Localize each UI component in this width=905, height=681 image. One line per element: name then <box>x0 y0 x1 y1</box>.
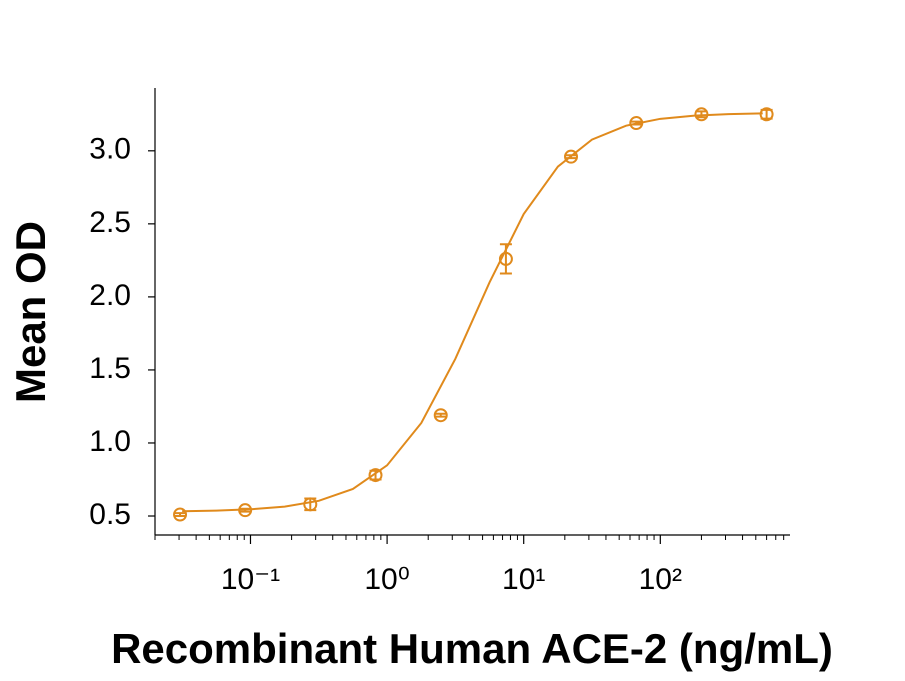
y-axis-title: Mean OD <box>7 221 54 403</box>
y-tick-label: 1.5 <box>89 352 131 385</box>
x-tick-label: 10⁻¹ <box>221 563 280 596</box>
fit-curve <box>182 112 763 513</box>
data-point <box>433 408 448 423</box>
data-point <box>498 251 513 266</box>
error-bar <box>630 120 643 126</box>
data-point <box>564 149 579 164</box>
data-point <box>173 507 188 522</box>
data-point <box>694 107 709 122</box>
error-bar <box>499 243 512 275</box>
x-tick-label: 10¹ <box>502 563 545 596</box>
error-bar <box>434 412 447 418</box>
error-bar <box>239 507 252 513</box>
data-point <box>759 107 774 122</box>
error-bar <box>174 512 187 518</box>
y-tick-label: 1.0 <box>89 425 131 458</box>
error-bar <box>565 154 578 160</box>
y-tick-label: 3.0 <box>89 133 131 166</box>
error-bar <box>695 110 708 119</box>
data-point <box>238 503 253 518</box>
x-tick-label: 10² <box>639 563 682 596</box>
y-tick-label: 2.5 <box>89 206 131 239</box>
y-tick-label: 0.5 <box>89 498 131 531</box>
data-point <box>303 497 318 512</box>
x-axis-title: Recombinant Human ACE-2 (ng/mL) <box>111 625 833 672</box>
data-point <box>629 116 644 131</box>
x-tick-label: 10⁰ <box>364 563 409 596</box>
data-point <box>368 468 383 483</box>
y-tick-label: 2.0 <box>89 279 131 312</box>
